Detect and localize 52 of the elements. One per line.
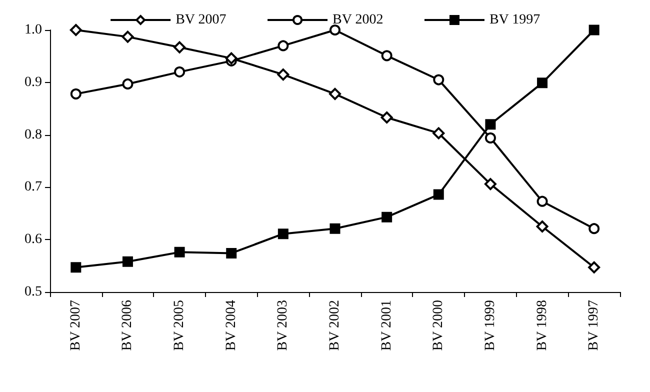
point bbox=[382, 212, 392, 222]
legend-label: BV 2007 bbox=[176, 12, 226, 28]
point bbox=[433, 74, 444, 86]
point bbox=[537, 78, 548, 88]
point bbox=[588, 223, 600, 234]
point bbox=[122, 256, 133, 267]
point bbox=[329, 88, 341, 100]
point bbox=[122, 78, 134, 90]
point bbox=[70, 262, 82, 273]
point bbox=[484, 178, 496, 190]
x-tick-label: BV 2007 bbox=[68, 300, 84, 351]
x-tick-label: BV 1998 bbox=[534, 300, 550, 351]
x-tick-label: BV 2001 bbox=[379, 300, 394, 351]
point bbox=[330, 223, 340, 234]
point bbox=[278, 228, 288, 240]
point bbox=[277, 68, 290, 81]
x-tick-label: BV 2003 bbox=[276, 300, 291, 351]
point bbox=[174, 41, 186, 54]
point bbox=[484, 132, 496, 144]
x-tick-label: BV 2005 bbox=[172, 300, 188, 351]
point bbox=[432, 127, 445, 140]
point bbox=[70, 24, 82, 36]
legend-label: BV 2002 bbox=[332, 12, 384, 28]
y-tick-label: 0.6 bbox=[24, 232, 42, 248]
point bbox=[278, 40, 289, 52]
x-tick-label: BV 1999 bbox=[482, 300, 498, 351]
point bbox=[226, 248, 237, 258]
point bbox=[70, 88, 82, 100]
x-tick-label: BV 2006 bbox=[120, 300, 136, 351]
point bbox=[433, 189, 444, 200]
x-tick-label: BV 2004 bbox=[224, 300, 239, 351]
point bbox=[380, 112, 393, 124]
point bbox=[174, 66, 186, 78]
point bbox=[588, 261, 600, 274]
y-tick-label: 1.0 bbox=[24, 22, 42, 38]
x-tick-label: BV 1997 bbox=[586, 300, 602, 351]
point bbox=[588, 24, 600, 36]
point bbox=[536, 220, 548, 232]
y-tick-label: 0.7 bbox=[24, 180, 42, 195]
y-tick-label: 0.5 bbox=[24, 284, 42, 300]
point bbox=[122, 30, 134, 43]
y-tick-label: 0.8 bbox=[24, 127, 42, 142]
point bbox=[381, 50, 392, 62]
point bbox=[536, 196, 548, 207]
legend-label: BV 1997 bbox=[489, 12, 540, 28]
x-tick-label: BV 2002 bbox=[328, 300, 342, 351]
point bbox=[485, 119, 496, 130]
point bbox=[330, 24, 340, 36]
point bbox=[225, 52, 238, 64]
y-tick-label: 0.9 bbox=[24, 74, 42, 90]
x-tick-label: BV 2000 bbox=[431, 300, 446, 351]
point bbox=[174, 246, 185, 258]
